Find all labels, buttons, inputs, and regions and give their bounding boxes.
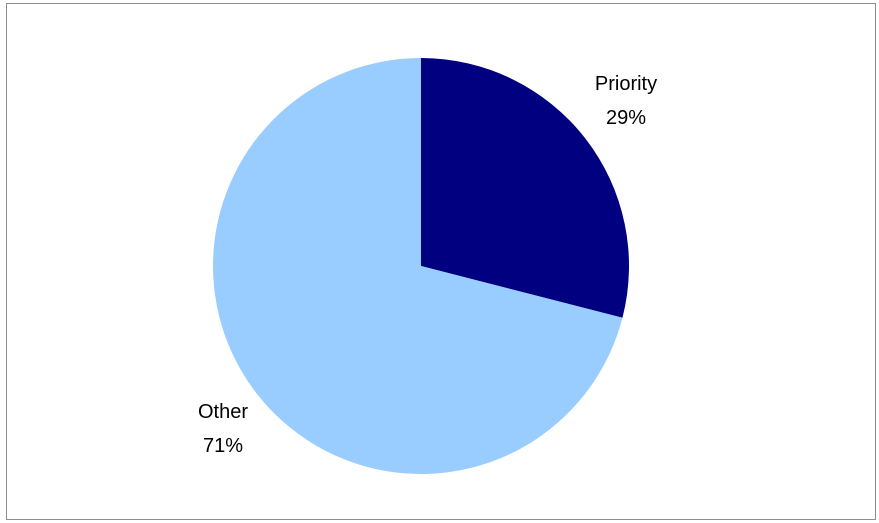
slice-label-priority: Priority bbox=[595, 73, 657, 95]
pie-slices bbox=[213, 58, 630, 475]
slice-percent-other: 71% bbox=[203, 435, 243, 457]
slice-percent-priority: 29% bbox=[606, 107, 646, 129]
pie-slice-priority bbox=[421, 58, 630, 318]
pie-labels: Priority 29% Other 71% bbox=[198, 73, 657, 457]
pie-slice-other bbox=[213, 58, 623, 475]
slice-label-other: Other bbox=[198, 401, 248, 423]
